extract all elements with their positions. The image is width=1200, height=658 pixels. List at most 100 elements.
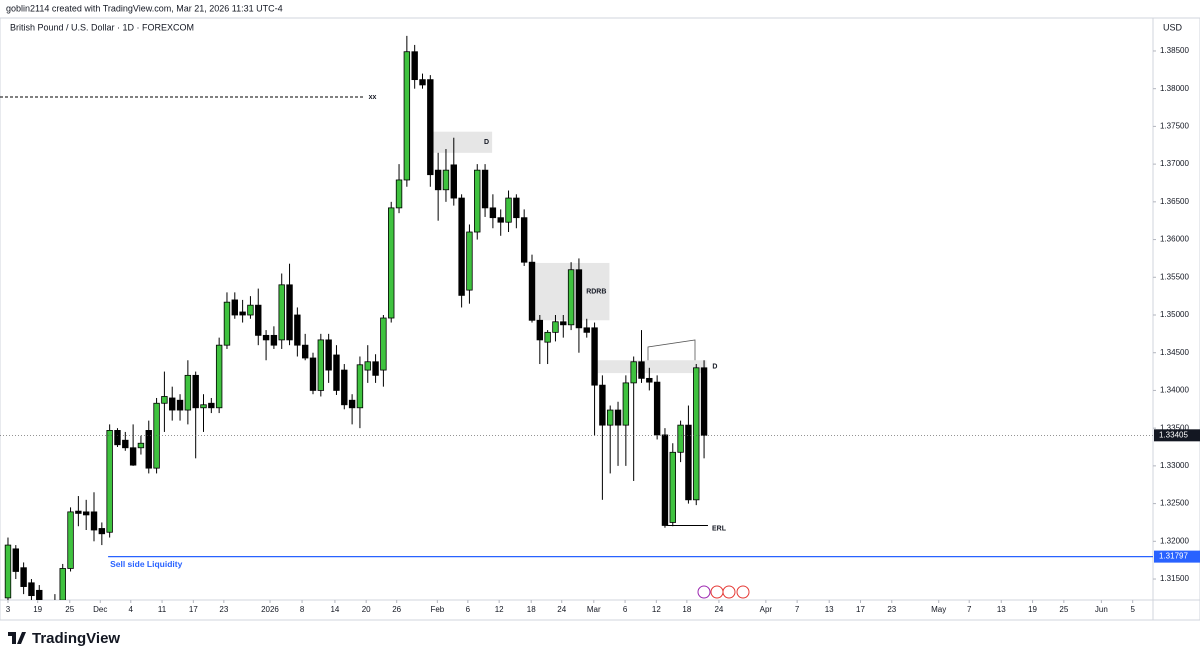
y-tick-label: 1.38000 bbox=[1160, 84, 1189, 93]
x-tick-label: 24 bbox=[714, 605, 723, 614]
candle-body bbox=[90, 511, 98, 531]
candle-body bbox=[122, 439, 129, 449]
candle-body bbox=[192, 374, 199, 409]
y-tick-label: 1.34500 bbox=[1160, 348, 1189, 357]
zone-label: D bbox=[712, 364, 717, 371]
x-tick-label: 12 bbox=[652, 605, 661, 614]
level-label: ERL bbox=[712, 525, 727, 532]
candle-body bbox=[309, 357, 317, 391]
y-tick-label: 1.36000 bbox=[1160, 235, 1189, 244]
x-tick-label: Feb bbox=[430, 605, 444, 614]
plot-area bbox=[0, 35, 708, 600]
y-tick-label: 1.32500 bbox=[1160, 499, 1189, 508]
x-tick-label: 11 bbox=[158, 605, 167, 614]
candle-body bbox=[481, 169, 489, 209]
candle-body bbox=[145, 430, 152, 469]
candle-body bbox=[301, 344, 309, 359]
candle-body bbox=[106, 430, 113, 533]
candle-body bbox=[466, 231, 473, 291]
candle-body bbox=[98, 528, 106, 535]
x-tick-label: 6 bbox=[623, 605, 628, 614]
last-price-box bbox=[1154, 429, 1200, 442]
chart-frame bbox=[0, 17, 1200, 621]
liquidity-price-label: 1.31797 bbox=[1159, 552, 1188, 561]
x-tick-label: May bbox=[931, 605, 946, 614]
zone bbox=[431, 131, 493, 153]
candle-body bbox=[28, 582, 35, 597]
event-icon bbox=[710, 585, 724, 599]
candle-body bbox=[255, 304, 262, 336]
candle-body bbox=[419, 79, 426, 86]
x-tick-label: 25 bbox=[65, 605, 74, 614]
y-tick-label: 1.31500 bbox=[1160, 574, 1189, 583]
y-tick-label: 1.37000 bbox=[1160, 159, 1189, 168]
candle-body bbox=[544, 331, 551, 343]
candle-body bbox=[575, 269, 583, 329]
candle-body bbox=[82, 511, 90, 516]
x-tick-label: Mar bbox=[587, 605, 601, 614]
candle-body bbox=[356, 364, 364, 409]
x-tick-label: 26 bbox=[392, 605, 401, 614]
x-tick-label: 24 bbox=[557, 605, 566, 614]
candle-body bbox=[262, 334, 270, 341]
x-tick-label: 23 bbox=[887, 605, 896, 614]
candle-body bbox=[137, 442, 145, 449]
candle-body bbox=[294, 314, 301, 346]
y-tick-label: 1.33000 bbox=[1160, 461, 1189, 470]
x-tick-label: 23 bbox=[219, 605, 228, 614]
x-tick-label: 7 bbox=[967, 605, 972, 614]
candle-body bbox=[411, 51, 418, 81]
candle-body bbox=[364, 361, 371, 371]
zone-label: D bbox=[484, 139, 489, 146]
x-tick-label: Apr bbox=[760, 605, 773, 614]
candle-body bbox=[552, 321, 559, 333]
currency: USD bbox=[1163, 22, 1183, 32]
x-tick-label: 18 bbox=[527, 605, 536, 614]
x-tick-label: 19 bbox=[1028, 605, 1037, 614]
liquidity-price-box bbox=[1154, 550, 1200, 563]
candle-body bbox=[583, 327, 590, 333]
candle-body bbox=[333, 354, 340, 391]
x-tick-label: 12 bbox=[495, 605, 504, 614]
brand-icon bbox=[8, 632, 26, 644]
candle-body bbox=[231, 299, 238, 316]
candle-body bbox=[208, 402, 215, 409]
level-label: xx bbox=[369, 94, 377, 101]
candle-body bbox=[348, 399, 356, 409]
x-tick-label: 19 bbox=[33, 605, 42, 614]
candle-body bbox=[114, 430, 121, 446]
candle-body bbox=[223, 301, 231, 346]
y-tick-label: 1.37500 bbox=[1160, 122, 1189, 131]
candle-body bbox=[184, 374, 192, 411]
candle-body bbox=[700, 367, 708, 436]
candle-body bbox=[403, 51, 411, 181]
x-tick-label: 2026 bbox=[261, 605, 279, 614]
y-tick-label: 1.32000 bbox=[1160, 536, 1189, 545]
candle-body bbox=[380, 317, 387, 371]
candle-body bbox=[567, 269, 575, 326]
x-tick-label: 20 bbox=[362, 605, 371, 614]
symbol-title: British Pound / U.S. Dollar · 1D · FOREX… bbox=[10, 22, 194, 32]
candle-body bbox=[685, 424, 692, 501]
drawing-line bbox=[647, 339, 696, 370]
candle-body bbox=[427, 79, 434, 176]
candle-body bbox=[59, 568, 66, 600]
candle-body bbox=[599, 384, 606, 426]
liquidity-label: Sell side Liquidity bbox=[110, 559, 183, 569]
candle-body bbox=[129, 447, 137, 466]
candle-body bbox=[317, 339, 325, 391]
candle-body bbox=[450, 164, 457, 199]
candle-body bbox=[638, 361, 645, 379]
x-tick-label: 17 bbox=[189, 605, 198, 614]
x-tick-label: Dec bbox=[93, 605, 107, 614]
candle-body bbox=[591, 327, 598, 386]
x-tick-label: 4 bbox=[129, 605, 134, 614]
candle-body bbox=[153, 402, 160, 469]
candle-body bbox=[614, 409, 622, 426]
y-tick-label: 1.38500 bbox=[1160, 46, 1189, 55]
candle-body bbox=[341, 369, 348, 406]
candle-body bbox=[388, 207, 395, 319]
candle-body bbox=[497, 217, 504, 223]
zone bbox=[597, 360, 707, 374]
